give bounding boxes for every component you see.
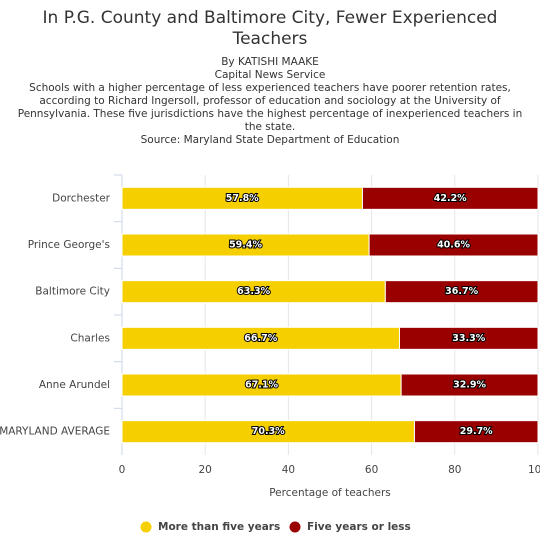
legend-label: More than five years xyxy=(158,521,280,533)
value-label: 32.9% xyxy=(453,380,486,391)
y-tick-label: MARYLAND AVERAGE xyxy=(0,426,110,438)
value-label: 36.7% xyxy=(445,286,478,297)
value-label: 66.7% xyxy=(244,333,277,344)
y-tick-label: Anne Arundel xyxy=(39,379,110,391)
x-axis-title: Percentage of teachers xyxy=(269,487,391,499)
x-tick-label: 20 xyxy=(199,464,212,476)
bar-segment xyxy=(368,233,539,257)
bar-segment xyxy=(398,326,539,350)
y-tick-label: Charles xyxy=(70,332,110,344)
value-label: 67.1% xyxy=(245,380,278,391)
value-label: 42.2% xyxy=(434,193,467,204)
legend-label: Five years or less xyxy=(307,521,411,533)
value-label: 59.4% xyxy=(229,240,262,251)
x-tick-label: 60 xyxy=(365,464,378,476)
y-tick-label: Baltimore City xyxy=(35,286,110,298)
bar-segment xyxy=(384,280,539,304)
x-tick-label: 80 xyxy=(448,464,461,476)
y-tick-label: Prince George's xyxy=(28,239,110,251)
outlet: Capital News Service xyxy=(214,69,326,81)
legend-marker xyxy=(140,521,152,533)
byline: By KATISHI MAAKE xyxy=(221,56,319,68)
chart-title: In P.G. County and Baltimore City, Fewer… xyxy=(42,8,498,49)
legend-marker xyxy=(289,521,301,533)
header: In P.G. County and Baltimore City, Fewer… xyxy=(0,8,540,147)
x-tick-label: 40 xyxy=(282,464,295,476)
value-label: 63.3% xyxy=(237,286,270,297)
x-tick-label: 0 xyxy=(119,464,126,476)
value-label: 33.3% xyxy=(452,333,485,344)
y-tick-label: Dorchester xyxy=(52,192,111,204)
bar-segment xyxy=(413,420,539,444)
value-label: 70.3% xyxy=(252,426,285,437)
value-label: 40.6% xyxy=(437,240,470,251)
x-tick-label: 100 xyxy=(528,464,540,476)
source: Source: Maryland State Department of Edu… xyxy=(140,134,400,146)
subtitle: Schools with a higher percentage of less… xyxy=(17,82,523,133)
value-label: 57.8% xyxy=(226,193,259,204)
bar-segment xyxy=(400,373,539,397)
bar-segment xyxy=(361,186,539,210)
value-label: 29.7% xyxy=(460,426,493,437)
